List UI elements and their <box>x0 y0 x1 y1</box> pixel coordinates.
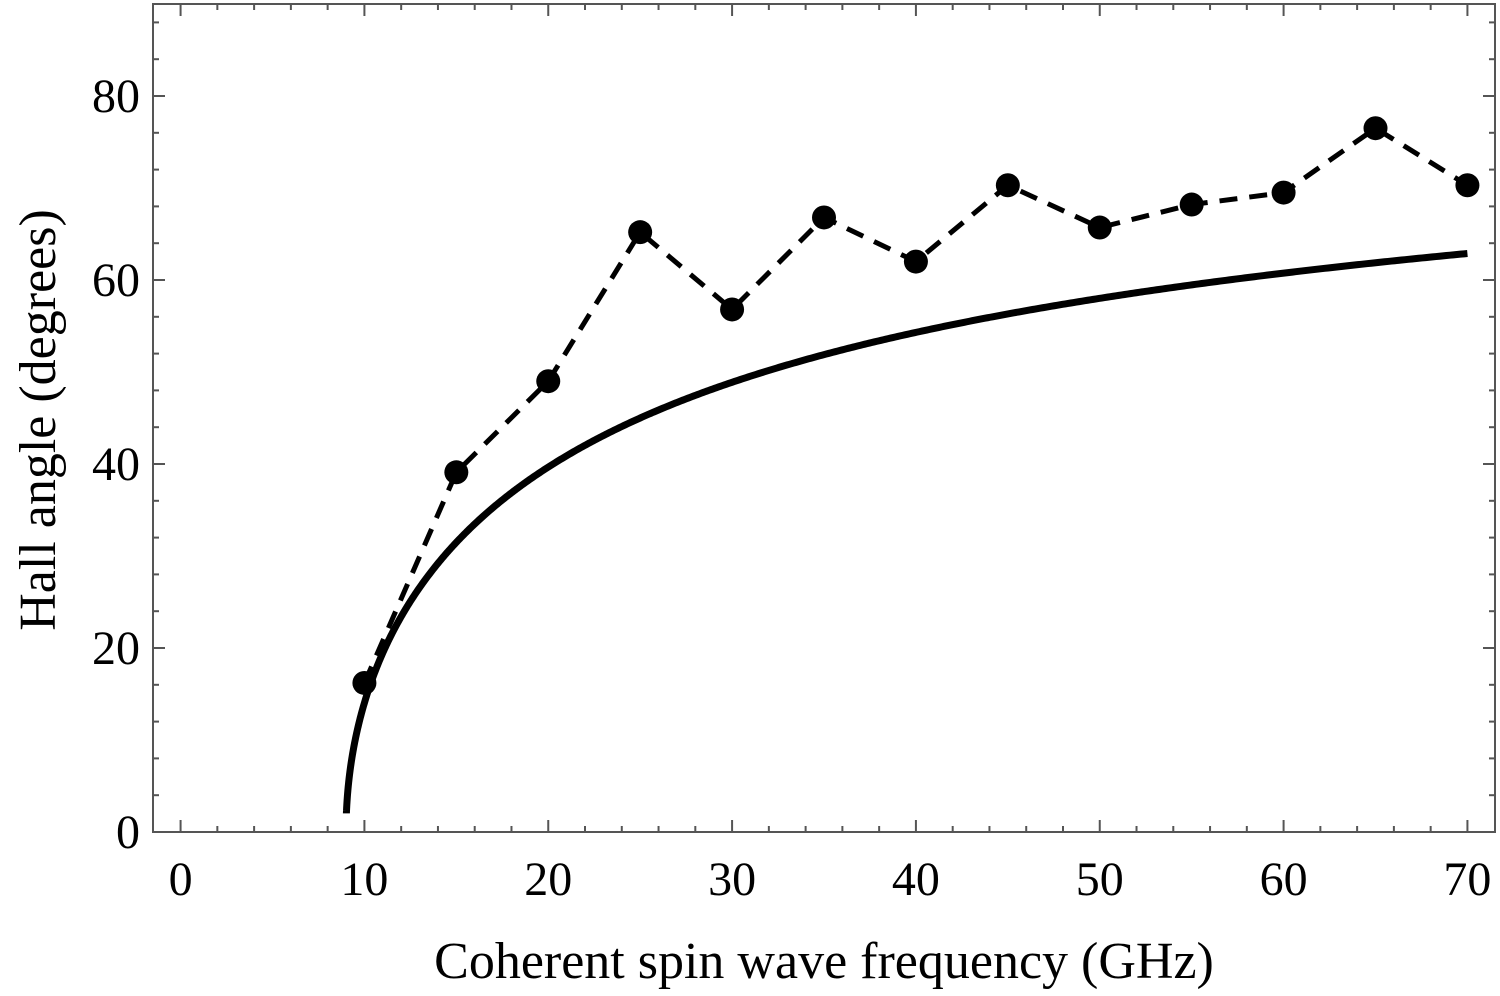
x-tick-label: 30 <box>708 853 756 906</box>
x-tick-label: 0 <box>169 853 193 906</box>
x-axis-ticks: 0 10 20 30 40 50 60 70 <box>169 4 1491 906</box>
simulation-dashed-line <box>362 125 1469 684</box>
y-tick-label: 60 <box>92 254 140 307</box>
data-point <box>995 173 1020 198</box>
data-point <box>628 220 653 245</box>
x-tick-label: 70 <box>1443 853 1491 906</box>
data-point <box>444 460 469 485</box>
y-tick-label: 20 <box>92 622 140 675</box>
x-tick-label: 20 <box>524 853 572 906</box>
y-tick-label: 80 <box>92 70 140 123</box>
data-point <box>536 369 561 394</box>
y-axis-ticks: 0 20 40 60 80 <box>92 21 1495 859</box>
simulation-markers <box>352 116 1480 695</box>
plot-frame <box>152 3 1496 833</box>
x-tick-label: 60 <box>1260 853 1308 906</box>
x-axis-title: Coherent spin wave frequency (GHz) <box>434 933 1214 990</box>
x-tick-label: 40 <box>892 853 940 906</box>
y-tick-label: 0 <box>116 806 140 859</box>
data-point <box>1455 173 1480 198</box>
x-tick-label: 50 <box>1076 853 1124 906</box>
x-tick-label: 10 <box>340 853 388 906</box>
data-point <box>720 297 745 322</box>
y-tick-label: 40 <box>92 438 140 491</box>
theory-curve-line <box>342 250 1468 817</box>
data-point <box>1087 215 1112 240</box>
data-point <box>1271 180 1296 205</box>
data-point <box>1363 116 1388 141</box>
data-point <box>903 249 928 274</box>
data-point <box>1179 192 1204 217</box>
y-axis-title: Hall angle (degrees) <box>10 209 67 631</box>
data-point <box>812 205 836 230</box>
data-point <box>352 670 377 695</box>
